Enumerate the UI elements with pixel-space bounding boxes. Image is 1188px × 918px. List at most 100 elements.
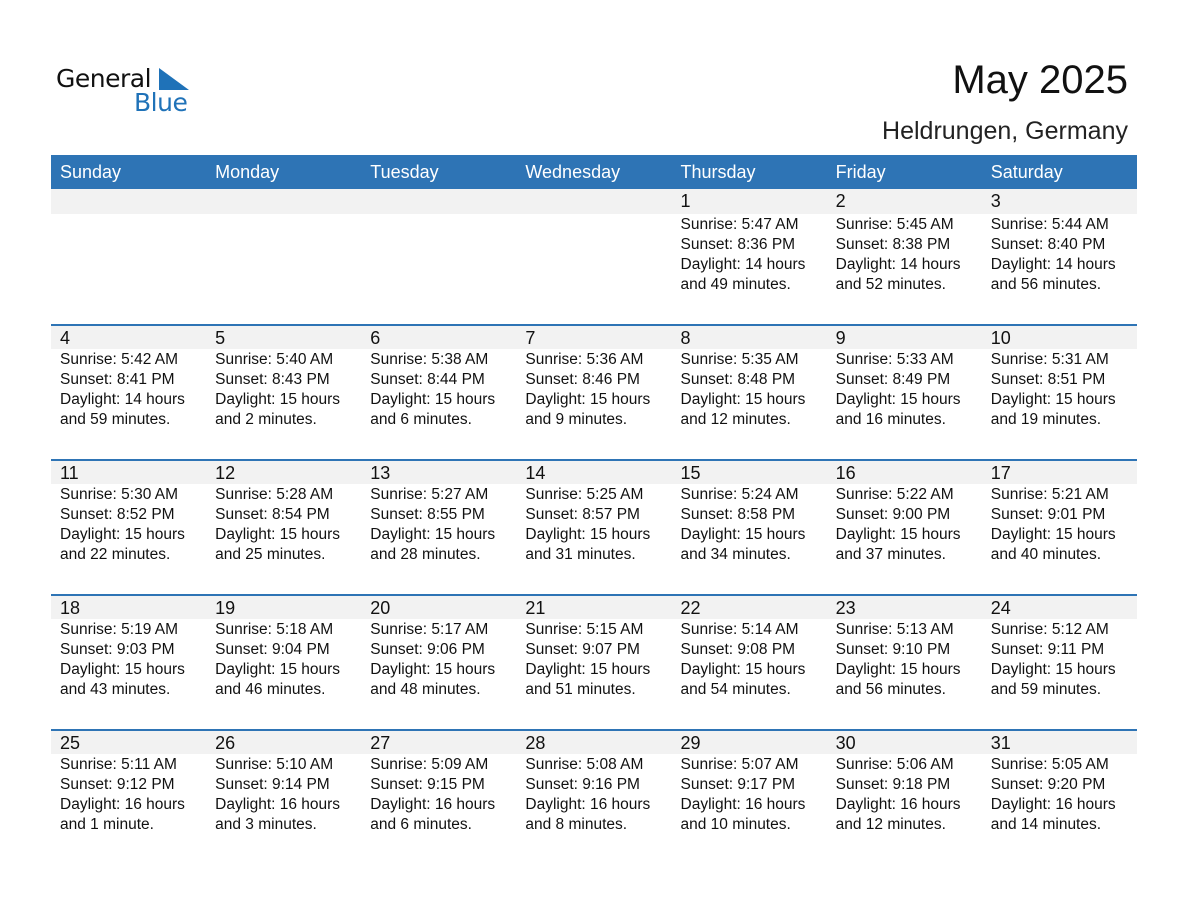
weekday-wednesday: Wednesday <box>525 162 621 182</box>
sunset-text: Sunset: 8:57 PM <box>525 506 640 523</box>
minutes-text: and 12 minutes. <box>680 411 791 428</box>
daylight-text: Daylight: 15 hours <box>215 391 341 408</box>
day-info: Sunrise: 5:47 AM Sunset: 8:36 PM Daylight:… <box>672 214 827 295</box>
sunrise-text: Sunrise: 5:21 AM <box>990 486 1109 503</box>
day-info: Sunrise: 5:31 AM Sunset: 8:51 PM Daylight:… <box>982 349 1137 430</box>
sunset-text: Sunset: 8:52 PM <box>60 506 175 523</box>
daylight-text: Daylight: 16 hours <box>60 796 185 813</box>
day-cell: 12 Sunrise: 5:28 AM Sunset: 8:54 PM Dayligh… <box>206 461 362 594</box>
sunrise-text: Sunrise: 5:40 AM <box>215 351 334 368</box>
daylight-text: Daylight: 15 hours <box>990 661 1116 678</box>
daylight-text: Daylight: 15 hours <box>525 661 651 678</box>
minutes-text: and 9 minutes. <box>525 411 628 428</box>
daylight-text: Daylight: 16 hours <box>215 796 341 813</box>
sunset-text: Sunset: 8:48 PM <box>680 371 796 388</box>
sunset-text: Sunset: 8:58 PM <box>680 506 796 523</box>
day-number: 11 <box>51 461 207 484</box>
day-cell: 30 Sunrise: 5:06 AM Sunset: 9:18 PM Dayligh… <box>826 731 982 864</box>
daylight-text: Daylight: 15 hours <box>60 526 185 543</box>
minutes-text: and 12 minutes. <box>835 816 946 833</box>
day-number: 21 <box>516 596 672 619</box>
day-number: 16 <box>826 461 982 484</box>
day-info: Sunrise: 5:14 AM Sunset: 9:08 PM Daylight:… <box>672 619 827 700</box>
calendar-grid: Sunday Monday Tuesday Wednesday Thursday Frid… <box>51 155 1137 864</box>
day-info: Sunrise: 5:27 AM Sunset: 8:55 PM Daylight:… <box>361 484 516 565</box>
sunrise-text: Sunrise: 5:06 AM <box>835 756 954 773</box>
sunrise-text: Sunrise: 5:18 AM <box>215 621 334 638</box>
sunrise-text: Sunrise: 5:17 AM <box>370 621 489 638</box>
day-cell: 25 Sunrise: 5:11 AM Sunset: 9:12 PM Dayligh… <box>51 731 207 864</box>
minutes-text: and 31 minutes. <box>525 546 636 563</box>
day-info: Sunrise: 5:40 AM Sunset: 8:43 PM Daylight:… <box>206 349 361 430</box>
minutes-text: and 49 minutes. <box>680 276 791 293</box>
sunrise-text: Sunrise: 5:38 AM <box>370 351 489 368</box>
day-cell: 2 Sunrise: 5:45 AM Sunset: 8:38 PM Daylight… <box>826 189 982 324</box>
day-number: 26 <box>206 731 362 754</box>
day-info: Sunrise: 5:17 AM Sunset: 9:06 PM Daylight:… <box>361 619 516 700</box>
day-number <box>361 189 517 214</box>
day-cell: 16 Sunrise: 5:22 AM Sunset: 9:00 PM Dayligh… <box>826 461 982 594</box>
sunrise-text: Sunrise: 5:15 AM <box>525 621 644 638</box>
day-info: Sunrise: 5:21 AM Sunset: 9:01 PM Daylight:… <box>982 484 1137 565</box>
day-number: 25 <box>51 731 207 754</box>
weekday-sunday: Sunday <box>60 162 122 182</box>
day-cell: 5 Sunrise: 5:40 AM Sunset: 8:43 PM Daylight… <box>206 326 362 459</box>
sunrise-text: Sunrise: 5:27 AM <box>370 486 489 503</box>
minutes-text: and 52 minutes. <box>835 276 946 293</box>
sunrise-text: Sunrise: 5:31 AM <box>990 351 1109 368</box>
day-number <box>51 189 207 214</box>
sunrise-text: Sunrise: 5:22 AM <box>835 486 954 503</box>
day-number: 24 <box>981 596 1137 619</box>
empty-cell <box>361 189 517 324</box>
day-cell: 28 Sunrise: 5:08 AM Sunset: 9:16 PM Dayligh… <box>516 731 672 864</box>
logo: General Blue <box>56 64 196 120</box>
day-number: 6 <box>361 326 517 349</box>
day-number: 7 <box>516 326 672 349</box>
empty-cell <box>516 189 672 324</box>
day-info: Sunrise: 5:18 AM Sunset: 9:04 PM Daylight:… <box>206 619 361 700</box>
sunset-text: Sunset: 9:16 PM <box>525 776 640 793</box>
minutes-text: and 59 minutes. <box>60 411 171 428</box>
daylight-text: Daylight: 15 hours <box>525 526 651 543</box>
daylight-text: Daylight: 15 hours <box>990 391 1116 408</box>
sunrise-text: Sunrise: 5:35 AM <box>680 351 799 368</box>
daylight-text: Daylight: 16 hours <box>680 796 806 813</box>
minutes-text: and 40 minutes. <box>990 546 1102 563</box>
day-cell: 26 Sunrise: 5:10 AM Sunset: 9:14 PM Dayligh… <box>206 731 362 864</box>
sunset-text: Sunset: 8:51 PM <box>990 371 1106 388</box>
day-info: Sunrise: 5:35 AM Sunset: 8:48 PM Daylight:… <box>672 349 827 430</box>
day-cell: 29 Sunrise: 5:07 AM Sunset: 9:17 PM Dayligh… <box>671 731 827 864</box>
day-info: Sunrise: 5:45 AM Sunset: 8:38 PM Daylight:… <box>827 214 982 295</box>
day-info: Sunrise: 5:36 AM Sunset: 8:46 PM Daylight:… <box>516 349 671 430</box>
sunrise-text: Sunrise: 5:14 AM <box>680 621 799 638</box>
day-info: Sunrise: 5:33 AM Sunset: 8:49 PM Daylight:… <box>827 349 982 430</box>
minutes-text: and 6 minutes. <box>370 411 472 428</box>
weekday-header: Sunday Monday Tuesday Wednesday Thursday Frid… <box>51 155 1137 189</box>
minutes-text: and 48 minutes. <box>370 681 481 698</box>
sunrise-text: Sunrise: 5:33 AM <box>835 351 954 368</box>
day-cell: 21 Sunrise: 5:15 AM Sunset: 9:07 PM Dayligh… <box>516 596 672 729</box>
weekday-tuesday: Tuesday <box>370 162 439 182</box>
page-title: May 2025 <box>952 58 1128 102</box>
day-cell: 8 Sunrise: 5:35 AM Sunset: 8:48 PM Daylight… <box>671 326 827 459</box>
day-cell: 11 Sunrise: 5:30 AM Sunset: 8:52 PM Dayligh… <box>51 461 207 594</box>
day-info: Sunrise: 5:10 AM Sunset: 9:14 PM Daylight:… <box>206 754 361 835</box>
day-cell: 1 Sunrise: 5:47 AM Sunset: 8:36 PM Daylight… <box>671 189 827 324</box>
sunset-text: Sunset: 9:17 PM <box>680 776 796 793</box>
day-number: 23 <box>826 596 982 619</box>
day-cell: 22 Sunrise: 5:14 AM Sunset: 9:08 PM Dayligh… <box>671 596 827 729</box>
day-info: Sunrise: 5:09 AM Sunset: 9:15 PM Daylight:… <box>361 754 516 835</box>
week-row: 25 Sunrise: 5:11 AM Sunset: 9:12 PM Dayligh… <box>51 729 1137 864</box>
sunset-text: Sunset: 9:14 PM <box>215 776 330 793</box>
minutes-text: and 51 minutes. <box>525 681 636 698</box>
day-number <box>516 189 672 214</box>
minutes-text: and 16 minutes. <box>835 411 946 428</box>
daylight-text: Daylight: 15 hours <box>680 391 806 408</box>
day-number: 8 <box>671 326 827 349</box>
daylight-text: Daylight: 15 hours <box>680 661 806 678</box>
day-cell: 4 Sunrise: 5:42 AM Sunset: 8:41 PM Daylight… <box>51 326 207 459</box>
daylight-text: Daylight: 15 hours <box>990 526 1116 543</box>
sunset-text: Sunset: 9:07 PM <box>525 641 640 658</box>
daylight-text: Daylight: 16 hours <box>370 796 496 813</box>
